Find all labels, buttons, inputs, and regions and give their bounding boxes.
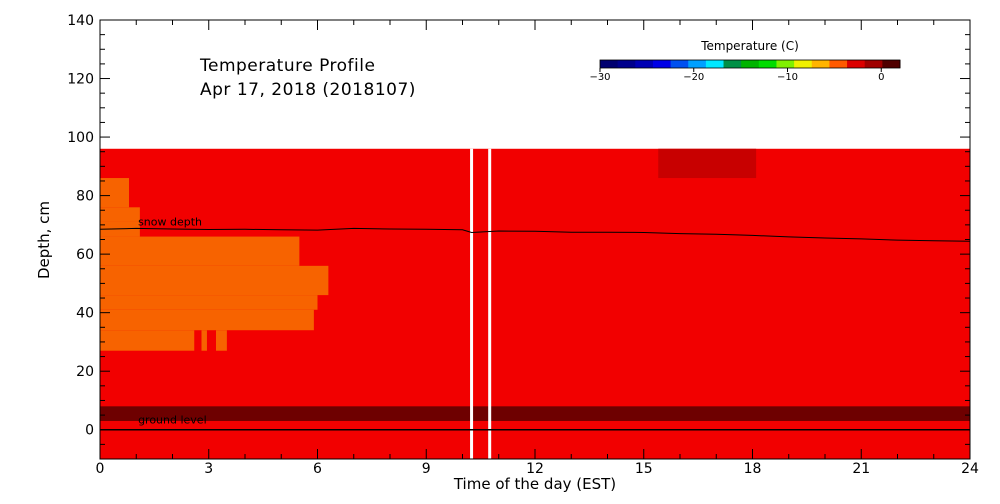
colorbar-segment [670,60,689,68]
x-tick-label: 6 [313,461,322,477]
colorbar-segment [864,60,883,68]
colorbar-segment [758,60,777,68]
y-tick-label: 140 [67,13,94,29]
colorbar-tick-label: −10 [777,72,798,83]
colorbar-segment [811,60,830,68]
axes: 0 3 6 9 12 15 18 21 24 0 20 40 60 80 100 120 140 [67,13,979,477]
y-tick-label: 40 [76,306,94,322]
colorbar-segment [776,60,795,68]
colorbar-segment [882,60,901,68]
y-tick-label: 0 [85,423,94,439]
colorbar-segment [794,60,813,68]
x-tick-label: 21 [852,461,870,477]
x-tick-label: 18 [744,461,762,477]
y-axis-label: Depth, cm [35,201,53,279]
heatmap-region [658,148,757,179]
x-tick-label: 24 [961,461,979,477]
chart-subtitle: Apr 17, 2018 (2018107) [200,80,416,100]
colorbar-tick-label: 0 [878,72,884,83]
missing-data-gap [470,148,474,460]
heatmap-region [216,330,227,351]
x-tick-label: 3 [204,461,213,477]
colorbar-segment [741,60,760,68]
heatmap-field [100,148,970,460]
x-axis-label: Time of the day (EST) [453,475,616,493]
heatmap-region [100,330,195,351]
heatmap-region [100,265,329,296]
colorbar-title: Temperature (C) [700,39,799,53]
y-tick-label: 120 [67,72,94,88]
colorbar-tick-label: −20 [683,72,704,83]
colorbar-tick-label: −30 [589,72,610,83]
x-tick-label: 15 [635,461,653,477]
colorbar-segment [705,60,725,68]
heatmap-region [100,236,300,266]
colorbar-segment [723,60,742,68]
colorbar-segment [688,60,707,68]
heatmap-region [201,330,207,351]
heatmap-region [100,178,129,208]
y-tick-label: 60 [76,247,94,263]
heatmap-region [100,406,970,421]
annotation-lines: snow depth ground level [99,215,971,431]
colorbar-segment [617,60,636,68]
colorbar-segment [600,60,619,68]
x-tick-label: 0 [96,461,105,477]
snow-depth-line [99,227,971,242]
colorbar: −30 −20 −10 0 [589,59,901,83]
x-tick-label: 12 [526,461,544,477]
heatmap-region [100,309,314,331]
ground-level-label: ground level [138,414,207,427]
y-tick-label: 20 [76,364,94,380]
colorbar-segment [635,60,654,68]
colorbar-segment [829,60,848,68]
chart-title: Temperature Profile [199,56,375,76]
y-tick-label: 80 [76,189,94,205]
y-tick-label: 100 [67,130,94,146]
heatmap-region [100,295,318,310]
colorbar-segment [652,60,672,68]
colorbar-segment [847,60,866,68]
snow-depth-label: snow depth [138,215,202,228]
heatmap-region [100,207,140,222]
x-tick-label: 9 [422,461,431,477]
colorbar-frame [599,59,901,69]
missing-data-gap [488,148,492,460]
